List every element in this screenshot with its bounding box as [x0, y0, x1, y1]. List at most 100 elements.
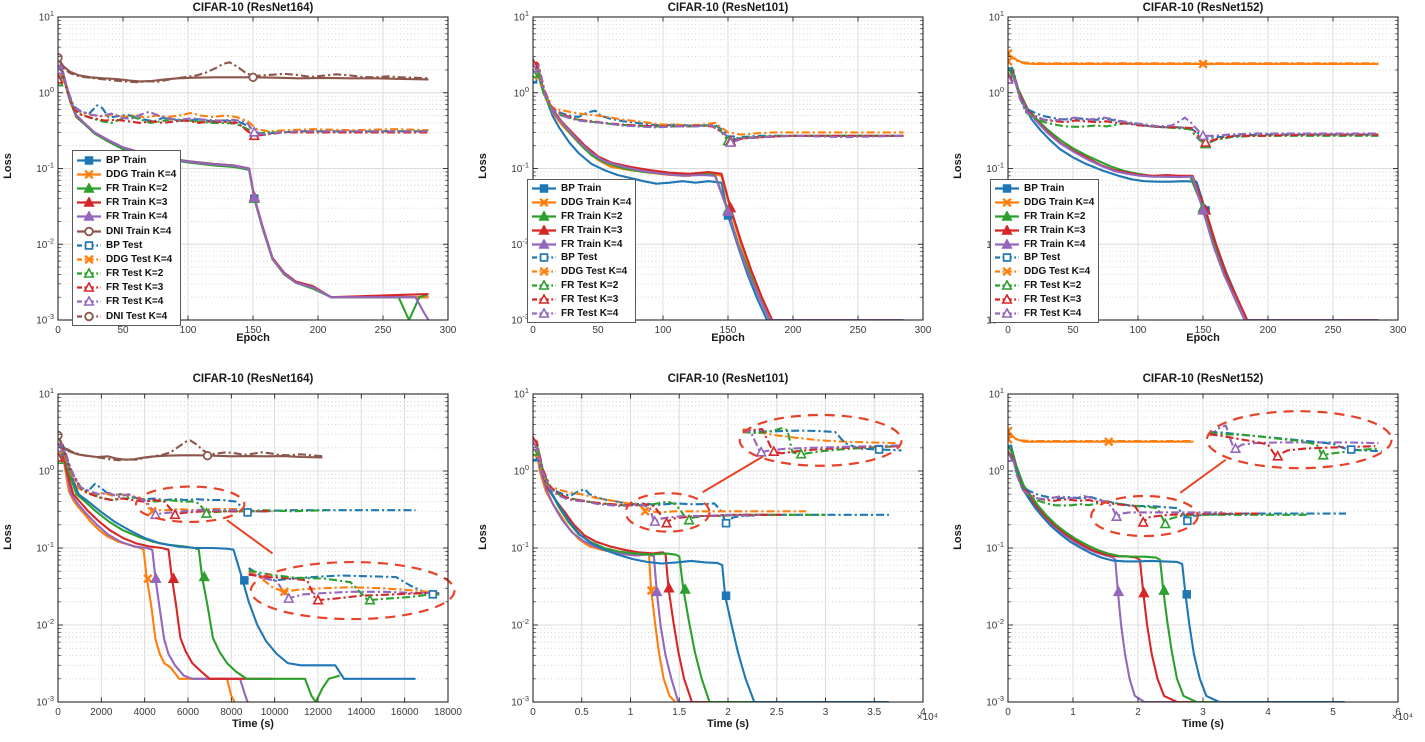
- legend-line-icon: [532, 238, 556, 249]
- legend-item: BP Train: [76, 153, 176, 167]
- legend-item-label: DDG Test K=4: [106, 253, 173, 265]
- legend-item: FR Test K=3: [994, 292, 1094, 306]
- legend-line-icon: [995, 238, 1019, 249]
- legend-item-label: DNI Test K=4: [106, 310, 168, 322]
- x-axis-label: Time (s): [707, 718, 749, 730]
- svg-text:100: 100: [514, 463, 529, 478]
- legend-item: FR Train K=2: [76, 181, 176, 195]
- chart-title: CIFAR-10 (ResNet101): [667, 373, 789, 385]
- legend-item-label: DDG Train K=4: [106, 168, 177, 180]
- legend-item-label: DDG Train K=4: [561, 197, 632, 209]
- legend-item-label: DDG Train K=4: [1024, 197, 1095, 209]
- legend-line-icon: [532, 224, 556, 235]
- legend: BP Train DDG Train K=4 FR Train K=2 FR Trai…: [990, 179, 1100, 323]
- svg-text:10-3: 10-3: [36, 312, 54, 327]
- svg-text:5: 5: [1330, 707, 1336, 718]
- svg-text:101: 101: [989, 9, 1004, 24]
- legend-item-label: FR Train K=2: [1024, 210, 1086, 222]
- svg-text:200: 200: [785, 325, 802, 336]
- chart-resnet164-epoch: CIFAR-10 (ResNet164) Loss Epoch 0 50 100 15…: [0, 0, 475, 371]
- legend-line-icon: [532, 210, 556, 221]
- legend-item: FR Train K=2: [531, 210, 631, 224]
- legend-item: FR Train K=3: [994, 223, 1094, 237]
- svg-text:150: 150: [720, 325, 737, 336]
- svg-text:4: 4: [920, 707, 926, 718]
- legend-line-icon: [995, 307, 1019, 318]
- legend-item: FR Test K=4: [76, 295, 176, 309]
- legend-item: BP Test: [994, 251, 1094, 265]
- legend-line-icon: [995, 198, 1019, 208]
- legend-line-icon: [532, 307, 556, 318]
- legend-item-label: BP Test: [106, 239, 143, 251]
- x-axis-exponent: ×10⁴: [1391, 712, 1413, 723]
- legend-line-icon: [995, 279, 1019, 290]
- legend-item: BP Train: [994, 182, 1094, 196]
- legend-item-label: FR Train K=3: [1024, 224, 1086, 236]
- chart-resnet101-epoch: CIFAR-10 (ResNet101) Loss Epoch 0 50 100 15…: [475, 0, 950, 371]
- x-axis-label: Epoch: [1186, 332, 1220, 344]
- svg-text:100: 100: [514, 85, 529, 100]
- svg-text:3: 3: [823, 707, 829, 718]
- svg-text:100: 100: [1130, 325, 1147, 336]
- svg-text:1: 1: [628, 707, 634, 718]
- x-axis-label: Time (s): [232, 718, 274, 730]
- svg-text:50: 50: [117, 325, 129, 336]
- legend-line-icon: [995, 293, 1019, 304]
- svg-text:2: 2: [1135, 707, 1141, 718]
- chart-title: CIFAR-10 (ResNet101): [667, 2, 789, 14]
- legend-item-label: DNI Train K=4: [106, 225, 172, 237]
- svg-text:101: 101: [39, 386, 54, 401]
- legend-item-label: FR Train K=2: [106, 182, 168, 194]
- svg-text:101: 101: [514, 386, 529, 401]
- svg-text:10-1: 10-1: [986, 161, 1004, 176]
- svg-text:250: 250: [850, 325, 867, 336]
- legend-item: FR Test K=2: [76, 267, 176, 281]
- svg-text:0: 0: [530, 707, 536, 718]
- legend-item-label: BP Train: [106, 154, 147, 166]
- svg-text:10-1: 10-1: [986, 540, 1004, 555]
- legend-item: FR Train K=3: [531, 223, 631, 237]
- legend: BP Train DDG Train K=4 FR Train K=2 FR Trai…: [527, 179, 637, 323]
- legend-item: FR Test K=4: [531, 306, 631, 320]
- legend-line-icon: [77, 268, 101, 278]
- chart-resnet164-time: CIFAR-10 (ResNet164) Loss Time (s) 0 2000…: [0, 371, 475, 742]
- legend-item: FR Test K=2: [994, 279, 1094, 293]
- x-axis-label: Epoch: [711, 332, 745, 344]
- svg-text:10-1: 10-1: [511, 161, 529, 176]
- chart-resnet101-time: CIFAR-10 (ResNet101) Loss Time (s) ×10⁴ …: [475, 371, 950, 742]
- svg-text:3: 3: [1200, 707, 1206, 718]
- x-axis-exponent: ×10⁴: [916, 712, 938, 723]
- legend-item-label: FR Train K=4: [561, 238, 623, 250]
- svg-text:100: 100: [39, 463, 54, 478]
- svg-text:50: 50: [1067, 325, 1079, 336]
- legend-line-icon: [77, 211, 101, 222]
- svg-text:10000: 10000: [261, 707, 289, 718]
- svg-text:100: 100: [39, 85, 54, 100]
- legend-item: DDG Train K=4: [76, 167, 176, 181]
- svg-text:250: 250: [375, 325, 392, 336]
- legend-line-icon: [77, 182, 101, 193]
- legend-line-icon: [532, 253, 556, 263]
- legend-item: FR Train K=2: [994, 210, 1094, 224]
- svg-text:100: 100: [180, 325, 197, 336]
- legend-item: BP Test: [76, 238, 176, 252]
- legend-line-icon: [995, 210, 1019, 221]
- legend-line-icon: [995, 253, 1019, 263]
- legend-item-label: FR Test K=2: [106, 268, 164, 280]
- svg-text:10-1: 10-1: [36, 540, 54, 555]
- svg-text:2.5: 2.5: [770, 707, 784, 718]
- svg-text:6000: 6000: [177, 707, 200, 718]
- svg-text:4000: 4000: [134, 707, 157, 718]
- svg-text:3.5: 3.5: [867, 707, 881, 718]
- legend-line-icon: [995, 267, 1019, 277]
- legend-item: FR Test K=3: [76, 281, 176, 295]
- svg-text:200: 200: [1260, 325, 1277, 336]
- svg-text:101: 101: [514, 9, 529, 24]
- svg-text:100: 100: [655, 325, 672, 336]
- legend-item-label: FR Test K=2: [1024, 279, 1082, 291]
- svg-text:101: 101: [39, 9, 54, 24]
- legend-item-label: FR Test K=4: [106, 296, 164, 308]
- svg-text:1.5: 1.5: [672, 707, 686, 718]
- chart-title: CIFAR-10 (ResNet152): [1142, 2, 1264, 14]
